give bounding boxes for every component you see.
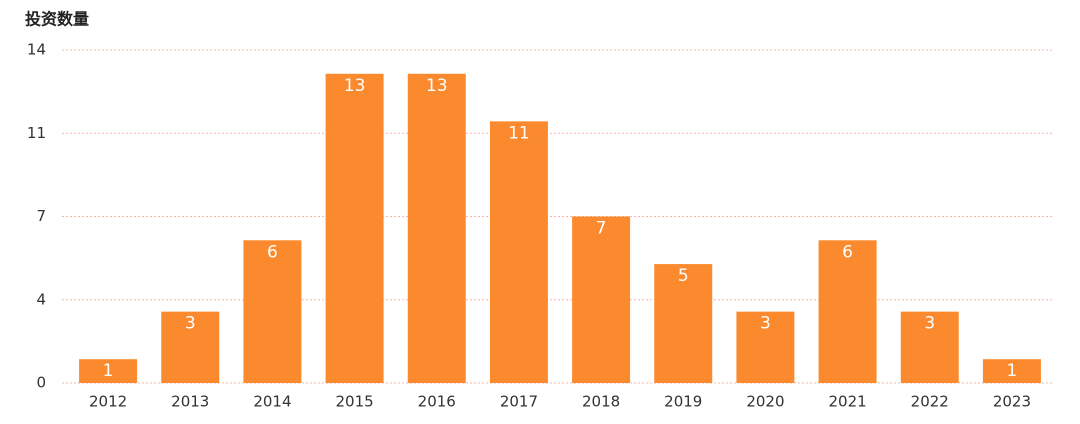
value-label: 3 — [760, 314, 771, 334]
x-tick-label: 2017 — [500, 393, 538, 411]
bar — [654, 264, 713, 383]
bar — [161, 311, 220, 383]
chart-title: 投资数量 — [25, 10, 89, 29]
bar — [982, 359, 1041, 383]
y-tick-label: 11 — [27, 124, 46, 142]
value-label: 6 — [842, 242, 853, 262]
value-label: 3 — [185, 314, 196, 334]
bar — [572, 216, 631, 383]
value-label: 1 — [1007, 361, 1018, 381]
y-tick-label: 0 — [36, 374, 46, 392]
value-label: 7 — [596, 219, 607, 239]
bar — [736, 311, 795, 383]
x-tick-label: 2013 — [171, 393, 209, 411]
x-tick-label: 2012 — [89, 393, 127, 411]
x-tick-label: 2022 — [911, 393, 949, 411]
x-tick-label: 2023 — [993, 393, 1031, 411]
x-tick-label: 2016 — [418, 393, 456, 411]
bar — [243, 240, 302, 383]
y-tick-label: 7 — [36, 207, 46, 225]
bar — [79, 359, 138, 383]
bar — [900, 311, 959, 383]
x-tick-label: 2014 — [253, 393, 291, 411]
value-label: 6 — [267, 242, 278, 262]
value-label: 13 — [344, 76, 366, 96]
y-tick-label: 4 — [36, 290, 46, 308]
y-tick-label: 14 — [27, 41, 46, 59]
x-tick-label: 2021 — [828, 393, 866, 411]
value-label: 13 — [426, 76, 448, 96]
bar — [818, 240, 877, 383]
x-tick-label: 2015 — [335, 393, 373, 411]
value-label: 1 — [103, 361, 114, 381]
x-tick-label: 2018 — [582, 393, 620, 411]
x-tick-label: 2020 — [746, 393, 784, 411]
bar — [325, 73, 384, 384]
value-label: 5 — [678, 266, 689, 286]
bar — [489, 121, 548, 383]
x-tick-label: 2019 — [664, 393, 702, 411]
value-label: 11 — [508, 123, 530, 143]
bar — [407, 73, 466, 384]
value-label: 3 — [924, 314, 935, 334]
